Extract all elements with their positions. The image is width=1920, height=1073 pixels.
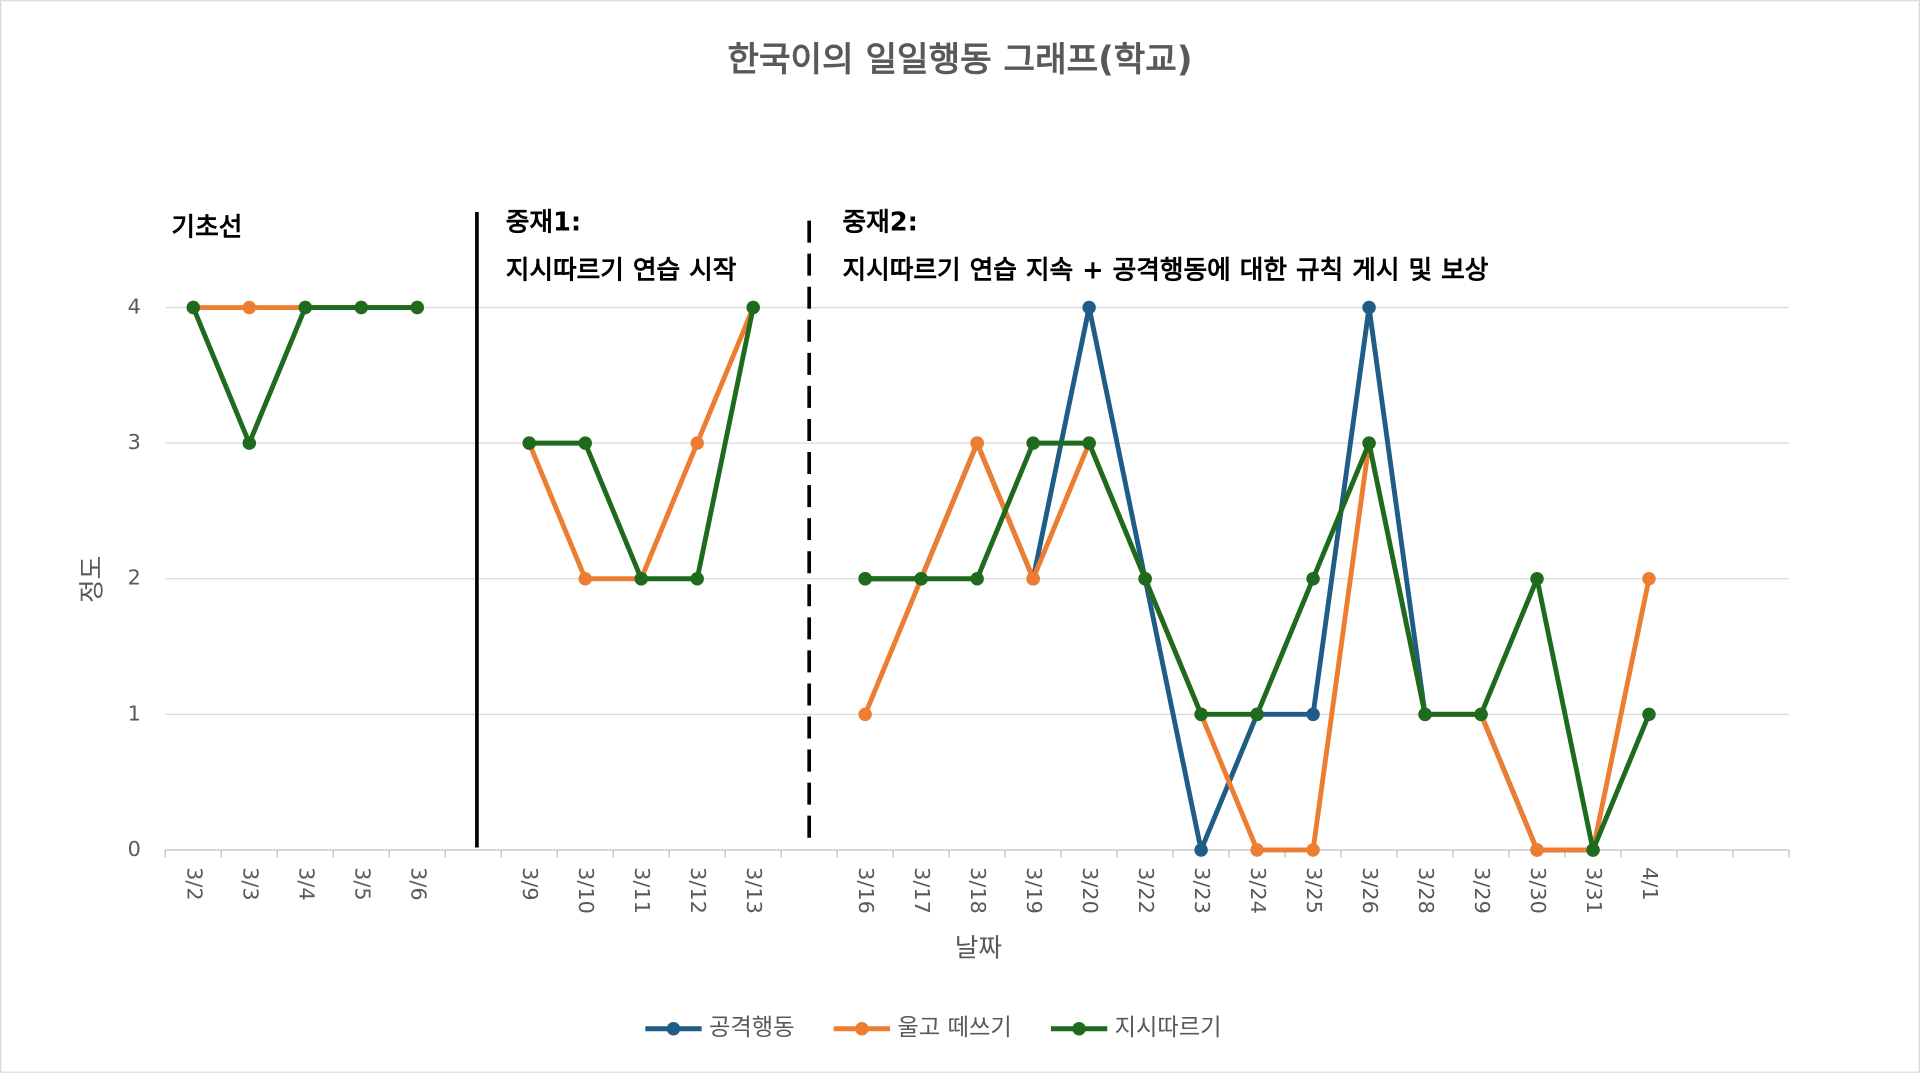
y-tick-label: 3 [128,430,141,454]
data-point [1530,572,1544,586]
data-point [410,300,424,315]
y-tick-label: 2 [128,566,141,590]
y-tick-label: 4 [128,295,141,319]
x-tick-label: 3/6 [406,867,430,900]
legend-marker [855,1022,869,1036]
data-point [354,300,369,315]
legend-marker [666,1022,681,1036]
x-tick-label: 3/10 [574,867,598,914]
data-point [914,572,928,586]
y-tick-label: 1 [128,701,141,725]
data-point [1418,707,1432,722]
phase-label: 기초선 [171,212,242,242]
x-tick-label: 3/18 [966,867,990,914]
legend-label: 울고 떼쓰기 [897,1014,1011,1041]
data-point [970,572,984,586]
x-tick-label: 3/12 [686,867,710,914]
data-point [578,436,592,450]
data-point [1026,436,1040,450]
data-point [1306,707,1320,722]
data-point [1082,300,1096,315]
x-tick-label: 3/9 [518,867,542,900]
data-point [690,436,704,450]
data-point [1474,707,1488,722]
data-point [1250,843,1264,857]
data-point [1642,572,1656,586]
x-tick-label: 3/4 [294,867,318,900]
data-point [1194,843,1208,857]
x-tick-label: 3/13 [742,867,766,914]
x-tick-label: 3/25 [1302,867,1326,914]
data-point [1026,572,1040,586]
data-point [1250,707,1264,722]
data-point [1642,707,1656,722]
data-point [1194,707,1208,722]
x-tick-label: 3/11 [630,867,654,914]
data-point [1586,843,1600,857]
y-axis-title: 정도 [78,556,108,603]
x-tick-label: 3/16 [854,867,878,914]
series [186,300,1656,857]
data-point [186,300,201,315]
x-tick-label: 3/17 [910,867,934,914]
phase-label: 중재1: [506,208,581,238]
legend-label: 지시따르기 [1115,1014,1222,1041]
phase-label: 지시따르기 연습 시작 [506,255,737,285]
phase-label: 중재2: [842,208,917,238]
legend-label: 공격행동 [709,1014,795,1041]
x-tick-label: 4/1 [1638,867,1662,900]
data-point [1306,572,1320,586]
x-tick-label: 3/20 [1078,867,1102,914]
y-tick-label: 0 [128,837,141,861]
legend-marker [1072,1022,1086,1036]
x-tick-label: 3/28 [1414,867,1438,914]
chart-title: 한국이의 일일행동 그래프(학교) [728,40,1193,80]
data-point [1082,436,1096,450]
data-point [1362,436,1376,450]
data-point [578,572,592,586]
data-point [1138,572,1152,586]
x-tick-label: 3/3 [238,867,262,900]
x-tick-label: 3/26 [1358,867,1382,914]
x-tick-label: 3/24 [1246,867,1270,914]
data-point [970,436,984,450]
data-point [690,572,704,586]
data-point [242,436,257,450]
phase-label: 지시따르기 연습 지속 + 공격행동에 대한 규칙 게시 및 보상 [842,255,1488,285]
x-axis-title: 날짜 [955,934,1002,964]
data-point [242,300,257,315]
x-tick-label: 3/23 [1190,867,1214,914]
data-point [858,707,872,722]
x-tick-label: 3/30 [1526,867,1550,914]
data-point [746,300,760,315]
x-tick-label: 3/22 [1134,867,1158,914]
data-point [858,572,872,586]
data-point [298,300,313,315]
data-point [634,572,648,586]
x-tick-label: 3/29 [1470,867,1494,914]
data-point [522,436,536,450]
x-tick-label: 3/19 [1022,867,1046,914]
x-tick-label: 3/5 [350,867,374,900]
data-point [1306,843,1320,857]
x-tick-label: 3/2 [182,867,206,900]
data-point [1362,300,1376,315]
data-point [1530,843,1544,857]
x-tick-label: 3/31 [1582,867,1606,914]
